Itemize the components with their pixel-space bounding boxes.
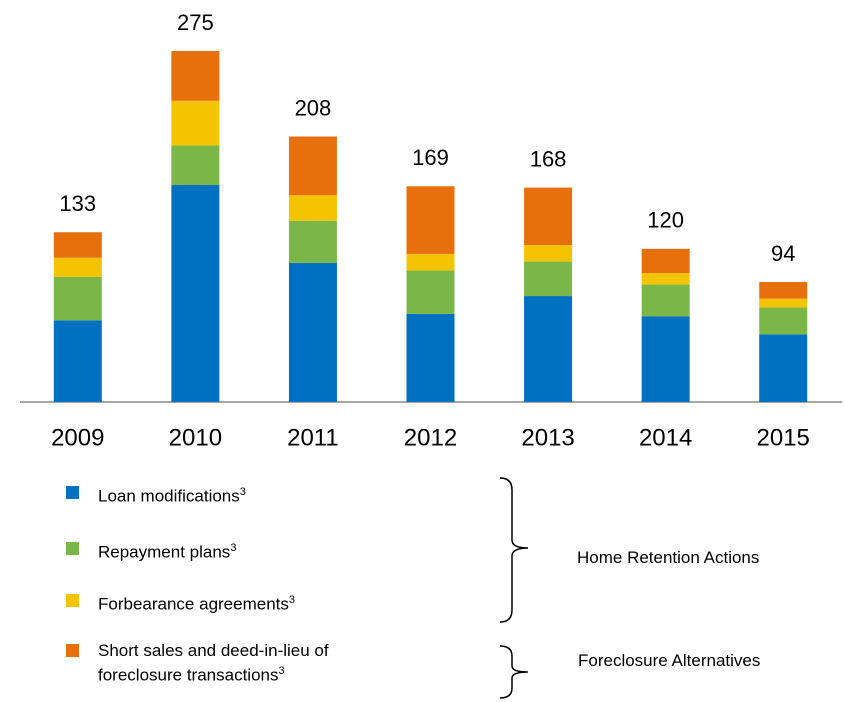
legend-text: Forbearance agreements3 (98, 590, 358, 615)
total-label: 94 (771, 241, 795, 266)
legend-text: Short sales and deed-in-lieu of foreclos… (98, 640, 358, 686)
total-label: 133 (59, 191, 96, 216)
brace (499, 645, 529, 699)
legend-item: Loan modifications3 (66, 482, 358, 507)
bar-segment (759, 307, 808, 335)
x-tick-label: 2015 (757, 424, 810, 451)
bar-segment (641, 316, 690, 402)
legend-swatch (66, 594, 79, 607)
bar-segment (524, 187, 573, 246)
bar-segment (406, 186, 455, 254)
bar-segment (524, 245, 573, 262)
legend-label: Repayment plans (98, 542, 231, 562)
bar-segment (53, 320, 102, 402)
bar-segment (288, 220, 337, 263)
bar-segment (759, 334, 808, 402)
annotation: Home Retention Actions (577, 548, 760, 567)
brace (499, 477, 529, 623)
footnote: 3 (239, 486, 246, 498)
total-label: 208 (295, 95, 332, 120)
legend-swatch (66, 542, 79, 555)
bar-segment (641, 248, 690, 274)
bar-segment (53, 257, 102, 277)
legend-item: Forbearance agreements3 (66, 590, 358, 615)
legend-label: Loan modifications (98, 486, 240, 506)
legend-text: Repayment plans3 (98, 538, 358, 563)
bar-segment (524, 261, 573, 297)
legend-item: Repayment plans3 (66, 538, 358, 563)
legend-text: Loan modifications3 (98, 482, 358, 507)
bar-segment (406, 253, 455, 271)
total-label: 120 (647, 208, 684, 233)
footnote: 3 (288, 594, 296, 606)
bar-segment (171, 51, 220, 101)
bar-segment (759, 282, 808, 299)
bar-segment (288, 262, 337, 402)
bar-segment (641, 273, 690, 285)
bar-segment (641, 284, 690, 317)
total-label: 168 (530, 146, 567, 171)
bar-segment (288, 195, 337, 221)
bar-segment (288, 136, 337, 196)
bar-segment (406, 313, 455, 402)
bar-segment (171, 185, 220, 402)
x-tick-label: 2012 (404, 424, 457, 451)
footnote: 3 (230, 542, 237, 554)
total-label: 275 (177, 10, 214, 35)
bar-segment (171, 145, 220, 186)
legend-item: Short sales and deed-in-lieu of foreclos… (66, 640, 358, 686)
x-tick-label: 2010 (169, 424, 222, 451)
bar-segment (524, 296, 573, 402)
bar-segment (406, 270, 455, 314)
bar-segment (53, 276, 102, 321)
x-tick-label: 2009 (51, 424, 104, 451)
annotation: Foreclosure Alternatives (578, 651, 761, 670)
bar-segment (53, 232, 102, 258)
footnote: 3 (278, 665, 285, 677)
x-tick-label: 2011 (287, 424, 339, 451)
legend-swatch (66, 644, 79, 657)
legend-label: Forbearance agreements (98, 594, 289, 614)
bar-segment (759, 298, 808, 308)
legend-swatch (66, 486, 79, 499)
x-tick-label: 2013 (521, 424, 574, 451)
total-label: 169 (412, 145, 449, 170)
x-tick-label: 2014 (639, 424, 692, 451)
bar-segment (171, 100, 220, 146)
legend-label: Short sales and deed-in-lieu of foreclos… (98, 641, 329, 685)
